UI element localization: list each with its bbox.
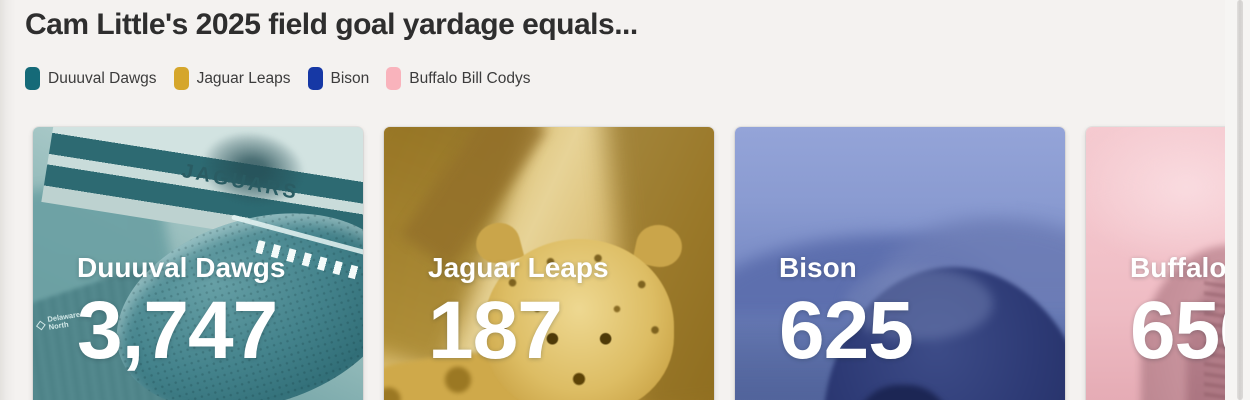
card-buffalo-bill-codys: Buffalo Bill Codys 656	[1086, 127, 1225, 400]
card-duuuval-dawgs: JAGUARS Delaware North Duuuval Dawgs 3,7…	[33, 127, 363, 400]
jaguar-photo	[384, 127, 714, 400]
page-gutter	[1225, 0, 1250, 400]
legend-swatch-blue	[307, 67, 323, 90]
vertical-scrollbar[interactable]	[1237, 0, 1243, 400]
jaguars-cap-and-football-photo: JAGUARS Delaware North	[33, 127, 363, 400]
card-bison: Bison 625	[735, 127, 1065, 400]
card-label: Duuuval Dawgs	[77, 252, 286, 284]
card-label: Jaguar Leaps	[428, 252, 609, 284]
card-jaguar-leaps: Jaguar Leaps 187	[384, 127, 714, 400]
card-text: Jaguar Leaps 187	[428, 251, 684, 373]
legend-swatch-gold	[173, 67, 189, 90]
card-text: Bison 625	[779, 251, 1035, 373]
card-value: 3,747	[77, 285, 278, 377]
legend-item-jaguar-leaps: Jaguar Leaps	[173, 67, 291, 90]
legend-label: Duuuval Dawgs	[48, 69, 157, 87]
card-label: Bison	[779, 252, 857, 284]
legend-label: Bison	[330, 69, 370, 87]
bison-photo	[735, 127, 1065, 400]
card-value: 625	[779, 285, 914, 377]
cloud-shape	[1086, 127, 1225, 267]
delaware-north-logo-icon	[35, 320, 46, 331]
card-value: 656	[1130, 285, 1225, 377]
legend-item-bison: Bison	[307, 67, 370, 90]
statue-streaks	[1204, 277, 1225, 400]
legend-swatch-teal	[25, 67, 40, 90]
card-text: Buffalo Bill Codys 656	[1130, 251, 1225, 373]
legend-swatch-pink	[386, 67, 402, 90]
legend-item-buffalo-bill-codys: Buffalo Bill Codys	[386, 67, 530, 90]
legend-item-duuuval-dawgs: Duuuval Dawgs	[25, 67, 157, 90]
card-row: JAGUARS Delaware North Duuuval Dawgs 3,7…	[33, 127, 1225, 400]
legend-label: Jaguar Leaps	[196, 69, 291, 87]
buffalo-bill-statue-photo	[1086, 127, 1225, 400]
jaguar-eyes-shape	[484, 239, 674, 400]
legend-label: Buffalo Bill Codys	[409, 69, 531, 87]
card-text: Duuuval Dawgs 3,747	[77, 251, 333, 373]
card-value: 187	[428, 285, 563, 377]
legend: Duuuval Dawgs Jaguar Leaps Bison Buffalo…	[25, 67, 530, 90]
page-title: Cam Little's 2025 field goal yardage equ…	[25, 8, 638, 41]
card-label: Buffalo Bill Codys	[1130, 252, 1225, 284]
